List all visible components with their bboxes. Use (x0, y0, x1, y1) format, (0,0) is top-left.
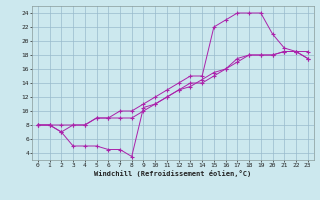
X-axis label: Windchill (Refroidissement éolien,°C): Windchill (Refroidissement éolien,°C) (94, 170, 252, 177)
